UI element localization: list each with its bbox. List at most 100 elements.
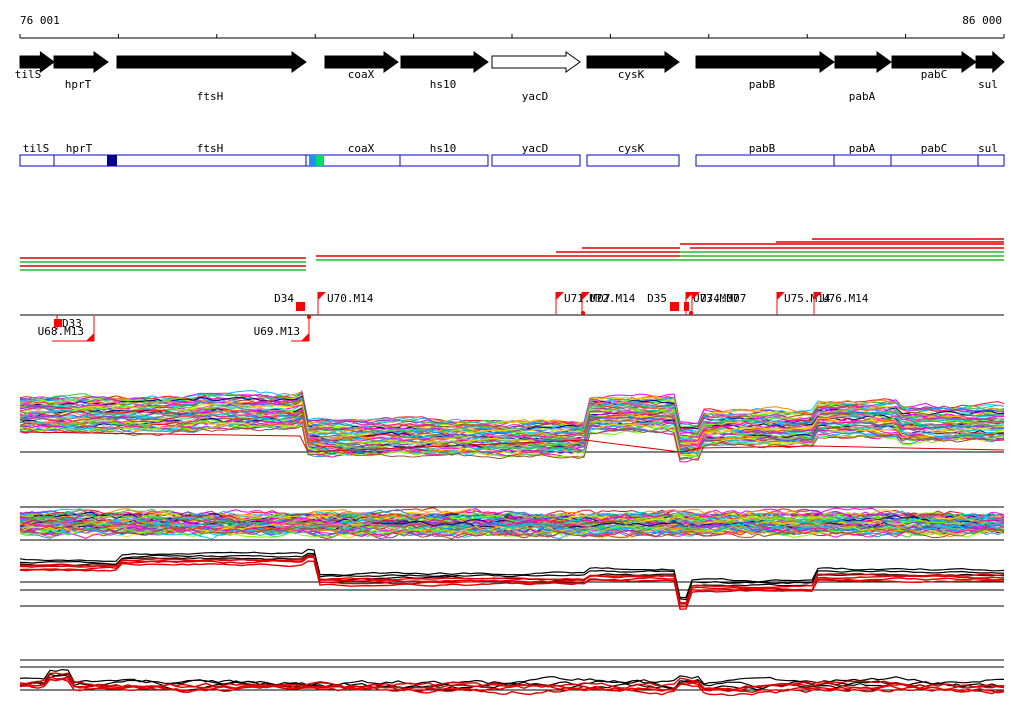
- ruler-ticks: [19, 34, 1005, 38]
- plot-series-line: [19, 552, 1004, 601]
- expression-plot-2: [19, 506, 1005, 541]
- gene-arrow-tilS[interactable]: [19, 51, 55, 73]
- plot-series-line: [19, 518, 1005, 534]
- plot-series-line: [19, 418, 1005, 457]
- operon-label-coaX: coaX: [348, 142, 375, 155]
- marker-box: [670, 302, 679, 311]
- marker-flag: [301, 333, 309, 341]
- plot-series-line: [19, 525, 1005, 540]
- plot-series-line: [19, 514, 1005, 528]
- gene-arrow-pabA[interactable]: [834, 51, 892, 73]
- operon-label-pabB: pabB: [749, 142, 776, 155]
- gene-arrow-hs10[interactable]: [400, 51, 489, 73]
- operon-label-hs10: hs10: [430, 142, 457, 155]
- gene-arrow-sul[interactable]: [975, 50, 1005, 74]
- operon-box-tilS[interactable]: [19, 154, 55, 167]
- plot-series-line: [19, 525, 1005, 539]
- plot-series-line: [19, 431, 1005, 453]
- operon-box-pabA[interactable]: [833, 154, 892, 167]
- gene-arrow-coaX[interactable]: [324, 51, 399, 73]
- gene-arrow-yacD[interactable]: [491, 51, 581, 73]
- plot-series-line: [19, 548, 1005, 599]
- operon-highlight: [316, 155, 324, 166]
- operon-box-hs10[interactable]: [399, 154, 489, 167]
- marker-flag: [777, 292, 785, 300]
- gene-label-pabA: pabA: [849, 90, 876, 103]
- marker-label: D34: [274, 292, 294, 305]
- operon-box-pabC[interactable]: [890, 154, 979, 167]
- gene-label-cysK: cysK: [618, 68, 645, 81]
- marker-flag: [86, 333, 94, 341]
- operon-label-pabA: pabA: [849, 142, 876, 155]
- operon-box-hprT[interactable]: [53, 154, 109, 167]
- plot-series-line: [19, 673, 1005, 689]
- marker-flag: [556, 292, 564, 300]
- plot-series-line: [19, 411, 1005, 449]
- summary-plot-4: [19, 659, 1005, 697]
- operon-box-cysK[interactable]: [586, 154, 680, 167]
- gene-track: tilS hprT ftsH coaX hs10 yacD cysK pabB pabA pabC…: [15, 50, 1005, 103]
- marker-label: U73.M07: [693, 292, 739, 305]
- operon-label-sul: sul: [978, 142, 998, 155]
- marker-label: D33: [62, 317, 82, 330]
- gene-arrow-hprT[interactable]: [53, 51, 109, 73]
- segment-track: [20, 238, 1004, 271]
- operon-label-yacD: yacD: [522, 142, 549, 155]
- ruler-start-label: 76 001: [20, 14, 60, 27]
- gene-arrow-pabC[interactable]: [891, 51, 977, 73]
- plot-series-line: [19, 555, 1005, 604]
- operon-track: tilS hprT ftsH coaX hs10 yacD cysK pabB pabA pabC…: [19, 142, 1005, 167]
- operon-highlight: [107, 155, 117, 166]
- marker-dot: [689, 311, 693, 315]
- operon-highlight: [309, 155, 316, 166]
- operon-label-tilS: tilS: [23, 142, 50, 155]
- operon-box-ftsH[interactable]: [107, 154, 307, 167]
- plot-series-line: [19, 556, 1005, 608]
- ruler-end-label: 86 000: [962, 14, 1002, 27]
- plot-series-line: [19, 560, 1005, 610]
- gene-arrow-cysK[interactable]: [586, 51, 680, 73]
- marker-label: U75.M14: [784, 292, 831, 305]
- marker-label: U70.M14: [327, 292, 374, 305]
- summary-plot-3: [19, 548, 1005, 610]
- operon-label-pabC: pabC: [921, 142, 948, 155]
- plot-series-line: [19, 424, 1005, 459]
- marker-flag: [318, 292, 326, 300]
- marker-box: [296, 302, 305, 311]
- expression-plot-1: [19, 389, 1005, 463]
- marker-label: U72.M14: [589, 292, 636, 305]
- gene-label-sul: sul: [978, 78, 998, 91]
- marker-label: U74.M07: [700, 292, 746, 305]
- plot-series-line: [19, 411, 1005, 448]
- marker-flag: [582, 292, 590, 300]
- gene-label-pabC: pabC: [921, 68, 948, 81]
- marker-label: U76.M14: [822, 292, 869, 305]
- plot-series-line: [19, 678, 1005, 697]
- plot-series-line: [19, 554, 1005, 604]
- gene-label-ftsH: ftsH: [197, 90, 224, 103]
- plot-series-line: [19, 511, 1005, 526]
- marker-label: U71.M07: [564, 292, 610, 305]
- marker-flag: [692, 292, 700, 300]
- marker-label: U69.M13: [254, 325, 300, 338]
- plot-series-line: [19, 425, 1005, 461]
- gene-arrow-pabB[interactable]: [695, 51, 835, 73]
- gene-label-coaX: coaX: [348, 68, 375, 81]
- plot-series-line: [19, 676, 1005, 692]
- gene-arrow-ftsH[interactable]: [116, 51, 307, 73]
- plot-series-line: [19, 507, 1005, 522]
- plot-series-line: [19, 416, 1005, 457]
- marker-box: [684, 302, 689, 311]
- gene-label-tilS: tilS: [15, 68, 42, 81]
- gene-label-pabB: pabB: [749, 78, 776, 91]
- operon-box-sul[interactable]: [977, 154, 1005, 167]
- operon-box-pabB[interactable]: [695, 154, 835, 167]
- operon-box-yacD[interactable]: [491, 154, 581, 167]
- plot-series-line: [19, 405, 1005, 441]
- coordinate-ruler: 76 001 86 000: [19, 14, 1005, 39]
- marker-label: U68.M13: [38, 325, 84, 338]
- gene-label-hprT: hprT: [65, 78, 92, 91]
- plot-series-line: [19, 676, 1005, 695]
